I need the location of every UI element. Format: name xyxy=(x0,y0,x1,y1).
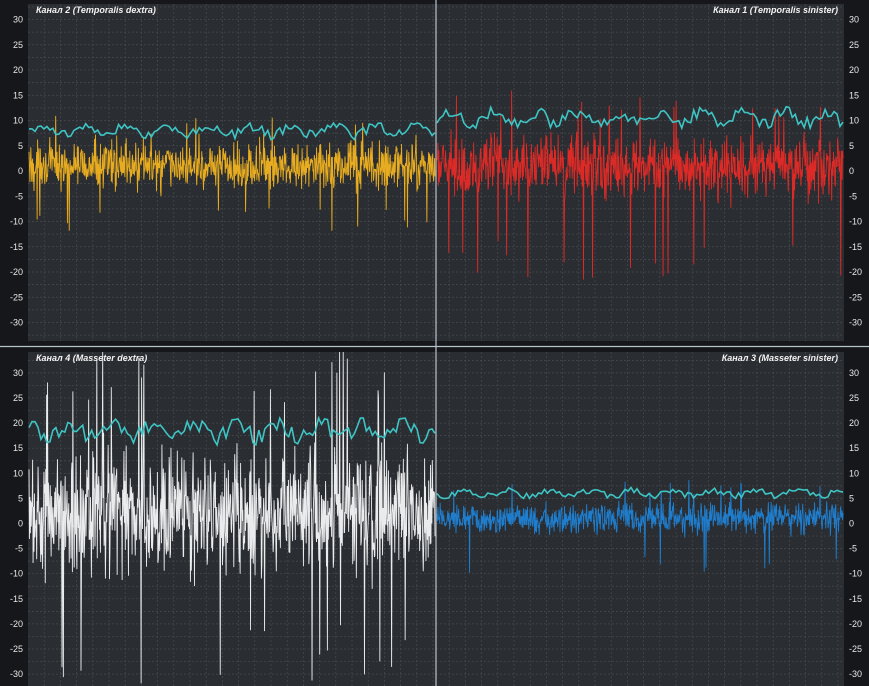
y-tick-label: 20 xyxy=(849,418,859,428)
y-tick-label: 5 xyxy=(849,141,854,151)
y-tick-label: 15 xyxy=(13,90,23,100)
y-tick-label: -25 xyxy=(10,292,23,302)
y-tick-label: 0 xyxy=(849,166,854,176)
y-tick-label: 25 xyxy=(13,40,23,50)
y-tick-label: -10 xyxy=(849,569,862,579)
y-tick-labels: 30 30 25 25 20 20 15 15 10 10 5 5 0 0 -5 -5 -10 -10 -15 -15… xyxy=(10,15,862,680)
y-tick-label: 30 xyxy=(13,15,23,25)
y-tick-label: -25 xyxy=(10,644,23,654)
y-tick-label: 20 xyxy=(13,418,23,428)
y-tick-label: 10 xyxy=(849,116,859,126)
y-tick-label: 30 xyxy=(13,368,23,378)
y-tick-label: -15 xyxy=(10,242,23,252)
y-tick-label: 15 xyxy=(849,443,859,453)
y-tick-label: -10 xyxy=(10,217,23,227)
y-tick-label: 0 xyxy=(18,166,23,176)
y-tick-label: -20 xyxy=(10,267,23,277)
y-tick-label: -5 xyxy=(849,191,857,201)
channel-title-ch3: Канал 3 (Masseter sinister) xyxy=(722,353,838,363)
envelope-line-ch3 xyxy=(436,486,844,500)
y-tick-label: -15 xyxy=(10,594,23,604)
y-tick-label: 10 xyxy=(849,468,859,478)
y-tick-label: -5 xyxy=(15,191,23,201)
y-tick-label: -20 xyxy=(10,619,23,629)
signal-trace-ch4 xyxy=(28,351,436,684)
channel-panel-ch2: Канал 2 (Temporalis dextra) xyxy=(28,5,436,231)
y-tick-label: -25 xyxy=(849,292,862,302)
y-tick-label: -5 xyxy=(15,544,23,554)
y-tick-label: -20 xyxy=(849,267,862,277)
y-tick-label: -10 xyxy=(10,569,23,579)
y-tick-label: 25 xyxy=(13,393,23,403)
channel-title-ch4: Канал 4 (Masseter dextra) xyxy=(36,353,147,363)
y-tick-label: 30 xyxy=(849,15,859,25)
y-tick-label: 0 xyxy=(849,519,854,529)
y-tick-label: -15 xyxy=(849,594,862,604)
y-tick-label: -30 xyxy=(10,318,23,328)
y-tick-label: 5 xyxy=(849,493,854,503)
channel-title-ch1: Канал 1 (Temporalis sinister) xyxy=(713,5,838,15)
y-tick-label: 25 xyxy=(849,40,859,50)
y-tick-label: -30 xyxy=(10,669,23,679)
y-tick-label: -30 xyxy=(849,669,862,679)
y-tick-label: 30 xyxy=(849,368,859,378)
signal-trace-ch2 xyxy=(28,115,436,231)
channel-panel-ch1: Канал 1 (Temporalis sinister) xyxy=(436,5,844,280)
envelope-line-ch1 xyxy=(436,104,844,131)
envelope-line-ch2 xyxy=(28,121,436,142)
y-tick-label: -30 xyxy=(849,318,862,328)
y-tick-label: -25 xyxy=(849,644,862,654)
y-tick-label: 10 xyxy=(13,116,23,126)
channel-panel-ch4: Канал 4 (Masseter dextra) xyxy=(28,351,436,684)
y-tick-label: 10 xyxy=(13,468,23,478)
y-tick-label: 25 xyxy=(849,393,859,403)
y-tick-label: -20 xyxy=(849,619,862,629)
channel-title-ch2: Канал 2 (Temporalis dextra) xyxy=(36,5,156,15)
y-tick-label: 15 xyxy=(13,443,23,453)
signal-trace-ch3 xyxy=(436,479,844,573)
channel-panel-ch3: Канал 3 (Masseter sinister) xyxy=(436,353,844,573)
y-tick-label: 15 xyxy=(849,90,859,100)
envelope-line-ch4 xyxy=(28,415,436,448)
y-tick-label: 0 xyxy=(18,519,23,529)
y-tick-label: 20 xyxy=(849,65,859,75)
y-tick-label: 5 xyxy=(18,141,23,151)
y-tick-label: 20 xyxy=(13,65,23,75)
y-tick-label: -10 xyxy=(849,217,862,227)
y-tick-label: -5 xyxy=(849,544,857,554)
y-tick-label: -15 xyxy=(849,242,862,252)
signal-trace-ch1 xyxy=(436,90,844,280)
y-tick-label: 5 xyxy=(18,493,23,503)
